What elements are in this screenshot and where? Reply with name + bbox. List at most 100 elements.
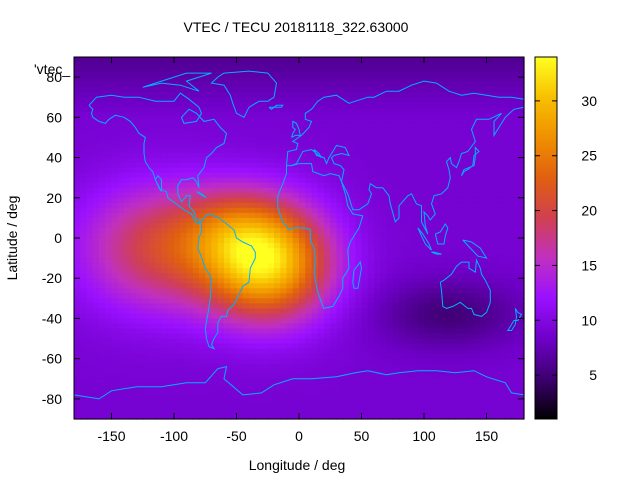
heatmap-cell (324, 243, 331, 249)
heatmap-cell (111, 197, 119, 204)
heatmap-cell (242, 318, 250, 325)
heatmap-cell (480, 172, 488, 179)
heatmap-cell (492, 72, 500, 78)
heatmap-cell (142, 243, 150, 249)
heatmap-cell (274, 363, 281, 370)
heatmap-cell (474, 403, 481, 410)
heatmap-cell (292, 248, 300, 254)
heatmap-cell (99, 97, 106, 103)
heatmap-cell (167, 333, 175, 340)
heatmap-cell (174, 363, 181, 370)
heatmap-cell (499, 197, 506, 204)
heatmap-cell (155, 353, 163, 360)
heatmap-cell (261, 363, 269, 370)
heatmap-cell (174, 288, 181, 294)
heatmap-cell (267, 318, 275, 325)
heatmap-cell (105, 383, 113, 390)
heatmap-cell (217, 222, 225, 229)
heatmap-cell (74, 298, 81, 304)
heatmap-cell (342, 393, 350, 400)
heatmap-cell (192, 152, 200, 159)
heatmap-cell (74, 303, 81, 309)
heatmap-cell (80, 318, 88, 325)
heatmap-cell (317, 408, 325, 415)
heatmap-cell (349, 77, 356, 83)
heatmap-cell (467, 122, 475, 128)
heatmap-cell (174, 333, 181, 340)
heatmap-cell (505, 62, 513, 68)
heatmap-cell (474, 62, 481, 68)
heatmap-cell (255, 293, 263, 299)
heatmap-cell (267, 253, 275, 259)
heatmap-cell (105, 353, 113, 360)
heatmap-cell (167, 57, 175, 63)
heatmap-cell (449, 388, 456, 395)
heatmap-cell (492, 97, 500, 103)
heatmap-cell (267, 202, 275, 209)
heatmap-cell (274, 207, 281, 214)
heatmap-cell (174, 348, 181, 355)
heatmap-cell (405, 393, 413, 400)
heatmap-cell (211, 197, 219, 204)
heatmap-cell (430, 358, 438, 365)
heatmap-cell (199, 278, 206, 284)
heatmap-cell (155, 388, 163, 395)
heatmap-cell (280, 398, 288, 405)
heatmap-cell (286, 167, 294, 174)
heatmap-cell (180, 182, 188, 189)
heatmap-cell (255, 127, 263, 134)
heatmap-cell (242, 102, 250, 108)
heatmap-cell (399, 388, 406, 395)
heatmap-cell (74, 258, 81, 264)
heatmap-cell (505, 77, 513, 83)
heatmap-cell (255, 132, 263, 139)
heatmap-cell (217, 182, 225, 189)
heatmap-cell (305, 137, 313, 144)
heatmap-cell (492, 273, 500, 279)
heatmap-cell (180, 172, 188, 179)
heatmap-cell (142, 122, 150, 128)
heatmap-cell (292, 97, 300, 103)
heatmap-cell (292, 383, 300, 390)
heatmap-cell (261, 107, 269, 113)
heatmap-cell (349, 393, 356, 400)
heatmap-cell (417, 263, 425, 269)
heatmap-cell (311, 328, 319, 335)
heatmap-cell (211, 253, 219, 259)
heatmap-cell (192, 343, 200, 350)
heatmap-cell (124, 72, 131, 78)
heatmap-cell (342, 227, 350, 234)
heatmap-cell (224, 122, 231, 128)
heatmap-cell (186, 258, 194, 264)
heatmap-cell (474, 388, 481, 395)
heatmap-cell (461, 232, 469, 239)
heatmap-cell (311, 298, 319, 304)
heatmap-cell (324, 127, 331, 134)
heatmap-cell (399, 97, 406, 103)
heatmap-cell (130, 142, 138, 149)
heatmap-cell (311, 137, 319, 144)
heatmap-cell (436, 102, 444, 108)
heatmap-cell (367, 343, 375, 350)
heatmap-cell (374, 358, 381, 365)
heatmap-cell (192, 353, 200, 360)
heatmap-cell (124, 202, 131, 209)
heatmap-cell (480, 283, 488, 289)
heatmap-cell (136, 72, 144, 78)
heatmap-cell (311, 353, 319, 360)
heatmap-cell (161, 227, 169, 234)
heatmap-cell (330, 72, 338, 78)
heatmap-cell (199, 368, 206, 375)
heatmap-cell (267, 398, 275, 405)
heatmap-cell (217, 227, 225, 234)
heatmap-cell (180, 122, 188, 128)
heatmap-cell (267, 57, 275, 63)
heatmap-cell (324, 383, 331, 390)
heatmap-cell (180, 107, 188, 113)
heatmap-cell (217, 112, 225, 118)
heatmap-cell (155, 278, 163, 284)
heatmap-cell (180, 368, 188, 375)
heatmap-cell (136, 142, 144, 149)
heatmap-cell (124, 353, 131, 360)
heatmap-cell (430, 303, 438, 309)
